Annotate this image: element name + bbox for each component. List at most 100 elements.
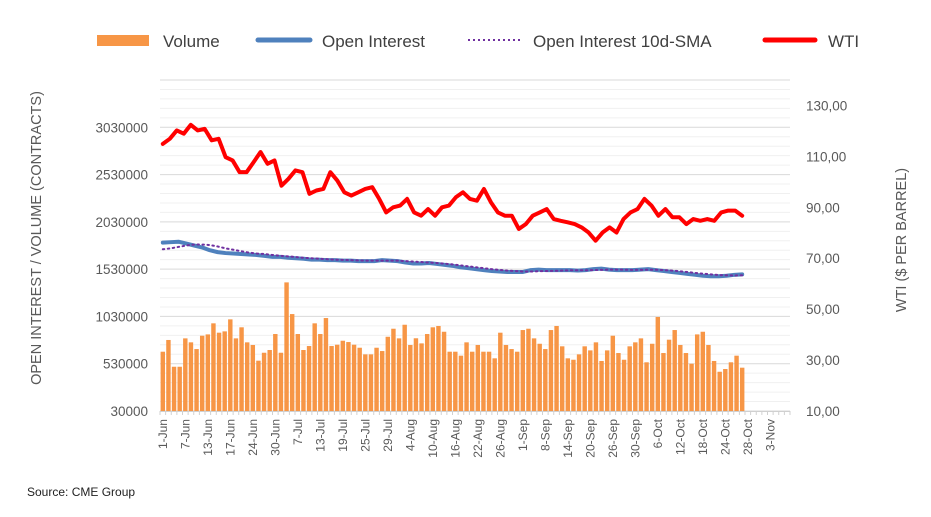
x-tick-label: 14-Sep xyxy=(561,419,575,458)
left-tick-label: 1530000 xyxy=(95,262,148,277)
volume-bar xyxy=(649,343,655,411)
volume-bar xyxy=(548,330,554,411)
x-tick-label: 26-Aug xyxy=(493,419,507,458)
volume-bar xyxy=(638,338,644,411)
x-tick-label: 8-Sep xyxy=(538,419,552,451)
left-tick-label: 3030000 xyxy=(95,120,148,135)
volume-bar xyxy=(216,332,222,411)
left-tick-label: 1030000 xyxy=(95,309,148,324)
volume-bars xyxy=(160,282,745,411)
volume-bar xyxy=(661,353,666,411)
volume-bar xyxy=(244,342,250,411)
legend-volume-label: Volume xyxy=(163,32,220,51)
volume-bar xyxy=(351,344,357,411)
volume-bar xyxy=(391,328,396,411)
volume-bar xyxy=(250,344,256,411)
volume-bar xyxy=(633,342,638,411)
volume-bar xyxy=(520,330,526,411)
volume-bar xyxy=(396,338,402,411)
legend-volume-swatch xyxy=(97,35,149,46)
x-tick-label: 19-Jul xyxy=(336,419,350,452)
volume-bar xyxy=(379,351,385,411)
volume-bar xyxy=(447,351,452,411)
volume-bar xyxy=(739,367,745,411)
volume-bar xyxy=(599,360,604,411)
legend-oi-label: Open Interest xyxy=(322,32,425,51)
volume-bar xyxy=(678,344,683,411)
volume-bar xyxy=(177,366,182,411)
legend: Volume Open Interest Open Interest 10d-S… xyxy=(97,32,859,51)
volume-bar xyxy=(183,338,188,411)
volume-bar xyxy=(278,352,284,411)
volume-bar xyxy=(655,316,661,411)
volume-bar xyxy=(188,342,194,411)
volume-bar xyxy=(616,353,621,411)
volume-bar xyxy=(672,330,677,411)
right-axis-title: WTI ($ PER BARREL) xyxy=(894,168,910,312)
volume-bar xyxy=(576,354,582,411)
legend-wti-label: WTI xyxy=(828,32,859,51)
right-tick-label: 70,00 xyxy=(806,251,840,266)
volume-bar xyxy=(340,340,346,411)
right-tick-label: 10,00 xyxy=(806,404,840,419)
volume-bar xyxy=(199,335,205,411)
volume-bar xyxy=(419,343,424,411)
x-tick-label: 28-Oct xyxy=(741,418,755,455)
volume-bar xyxy=(706,344,711,411)
right-tick-label: 130,00 xyxy=(806,98,847,113)
volume-bar xyxy=(205,334,211,411)
left-axis-ticks: 3030000 2530000 2030000 1530000 1030000 53000… xyxy=(95,120,148,419)
volume-bar xyxy=(509,349,514,411)
volume-bar xyxy=(492,358,497,411)
x-tick-label: 17-Jun xyxy=(223,419,237,456)
volume-bar xyxy=(334,344,340,411)
volume-bar xyxy=(256,360,261,411)
x-tick-label: 30-Sep xyxy=(628,419,642,458)
volume-bar xyxy=(458,355,464,411)
left-axis-title: OPEN INTEREST / VOLUME (CONTRACTS) xyxy=(29,91,45,385)
volume-bar xyxy=(498,332,503,411)
volume-bar xyxy=(363,354,368,411)
volume-bar xyxy=(604,350,610,411)
volume-bar xyxy=(621,359,627,411)
volume-bar xyxy=(171,366,177,411)
right-tick-label: 90,00 xyxy=(806,200,840,215)
volume-bar xyxy=(385,336,391,411)
volume-bar xyxy=(318,334,323,411)
x-tick-label: 30-Jun xyxy=(268,419,282,456)
volume-bar xyxy=(267,350,272,411)
volume-bar xyxy=(374,347,379,411)
x-tick-label: 25-Jul xyxy=(358,419,372,452)
volume-bar xyxy=(273,334,278,411)
left-tick-label: 530000 xyxy=(103,357,148,372)
volume-bar xyxy=(233,338,239,411)
volume-bar xyxy=(526,328,531,411)
volume-bar xyxy=(481,351,486,411)
x-tick-label: 7-Jun xyxy=(178,419,192,449)
x-tick-label: 16-Aug xyxy=(448,419,462,458)
volume-bar xyxy=(194,349,199,411)
volume-bar xyxy=(683,353,689,411)
volume-bar xyxy=(166,339,171,411)
volume-bar xyxy=(644,362,649,411)
x-tick-label: 10-Aug xyxy=(426,419,440,458)
volume-bar xyxy=(284,282,289,411)
volume-bar xyxy=(610,335,616,411)
volume-bar xyxy=(689,363,694,411)
volume-bar xyxy=(711,360,717,411)
right-axis-ticks: 130,00 110,00 90,00 70,00 50,00 30,00 10,00 xyxy=(806,98,847,419)
volume-bar xyxy=(554,325,559,411)
volume-bar xyxy=(700,331,706,411)
volume-bar xyxy=(627,346,632,411)
x-tick-label: 24-Jun xyxy=(246,419,260,456)
x-tick-label: 13-Jun xyxy=(201,419,215,456)
volume-bar xyxy=(261,352,267,411)
volume-bar xyxy=(413,338,419,411)
x-tick-label: 7-Jul xyxy=(291,419,305,445)
volume-bar xyxy=(559,346,565,411)
volume-bar xyxy=(717,371,722,411)
volume-bar xyxy=(565,358,571,411)
volume-bar xyxy=(728,362,734,411)
volume-bar xyxy=(593,342,599,411)
x-tick-label: 4-Aug xyxy=(403,419,417,451)
